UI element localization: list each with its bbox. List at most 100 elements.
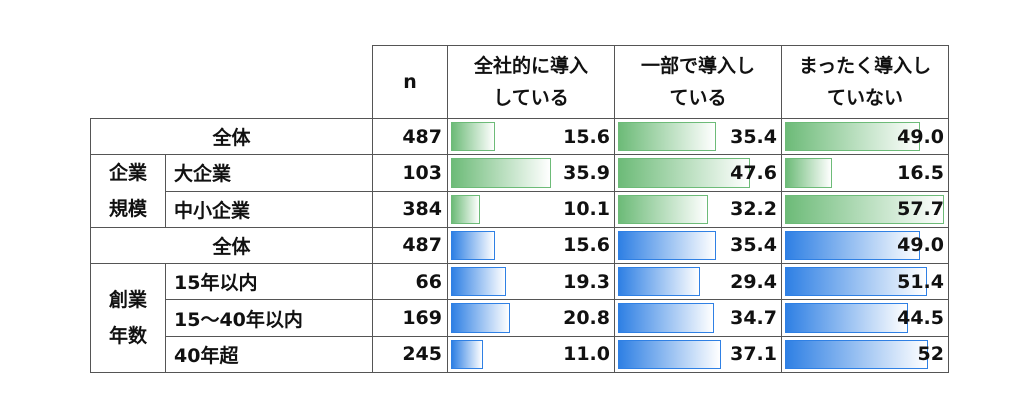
n-cell: 245 xyxy=(372,335,448,373)
value-text: 57.7 xyxy=(897,198,944,221)
value-text: 32.2 xyxy=(730,198,777,221)
data-bar xyxy=(785,194,944,224)
data-bar xyxy=(618,122,717,152)
row-label: 全体 xyxy=(90,118,373,156)
data-bar xyxy=(451,158,551,188)
n-text: 169 xyxy=(402,307,442,330)
header-line: まったく導入し xyxy=(798,55,932,77)
value-text: 29.4 xyxy=(730,270,777,293)
value-text: 19.3 xyxy=(563,270,610,293)
n-text: 103 xyxy=(402,161,442,184)
row-label: 中小企業 xyxy=(165,190,373,228)
data-bar xyxy=(785,303,909,333)
value-text: 35.9 xyxy=(563,161,610,184)
value-cell: 35.4 xyxy=(614,118,782,156)
value-text: 11.0 xyxy=(563,343,610,366)
value-cell: 51.4 xyxy=(781,263,949,301)
row-label-text: 全体 xyxy=(212,235,251,258)
value-cell: 19.3 xyxy=(447,263,615,301)
data-bar xyxy=(451,194,481,224)
value-cell: 15.6 xyxy=(447,118,615,156)
row-label: 15年以内 xyxy=(165,263,373,301)
row-label-text: 全体 xyxy=(212,127,251,150)
value-cell: 11.0 xyxy=(447,335,615,373)
header-line: ていない xyxy=(826,87,903,109)
data-bar xyxy=(785,230,921,261)
n-cell: 487 xyxy=(372,118,448,156)
header-cell: 全社的に導入 している xyxy=(447,45,615,119)
data-bar xyxy=(618,339,721,369)
value-text: 34.7 xyxy=(730,307,777,330)
n-cell: 103 xyxy=(372,154,448,192)
value-cell: 16.5 xyxy=(781,154,949,192)
n-text: 66 xyxy=(415,270,442,293)
value-text: 15.6 xyxy=(563,234,610,257)
row-label: 全体 xyxy=(90,226,373,265)
value-text: 16.5 xyxy=(897,161,944,184)
data-bar xyxy=(451,303,510,333)
header-cell: まったく導入し ていない xyxy=(781,45,949,119)
value-text: 35.4 xyxy=(730,234,777,257)
data-bar xyxy=(618,230,717,261)
value-text: 44.5 xyxy=(897,307,944,330)
value-cell: 32.2 xyxy=(614,190,782,228)
value-cell: 49.0 xyxy=(781,226,949,265)
data-bar xyxy=(451,122,496,152)
n-text: 487 xyxy=(402,125,442,148)
header-line: 全社的に導入 xyxy=(473,55,588,77)
value-text: 37.1 xyxy=(730,343,777,366)
header-cell: n xyxy=(372,45,448,119)
row-label: 15～40年以内 xyxy=(165,299,373,337)
value-cell: 35.4 xyxy=(614,226,782,265)
value-cell: 57.7 xyxy=(781,190,949,228)
data-bar xyxy=(785,267,927,297)
data-bar xyxy=(785,339,929,369)
value-text: 15.6 xyxy=(563,125,610,148)
value-cell: 52 xyxy=(781,335,949,373)
value-cell: 15.6 xyxy=(447,226,615,265)
value-cell: 44.5 xyxy=(781,299,949,337)
value-text: 51.4 xyxy=(897,270,944,293)
data-bar xyxy=(785,122,921,152)
value-text: 20.8 xyxy=(563,307,610,330)
row-label: 大企業 xyxy=(165,154,373,192)
value-cell: 29.4 xyxy=(614,263,782,301)
data-bar xyxy=(785,158,832,188)
header-line: している xyxy=(493,87,569,109)
value-cell: 10.1 xyxy=(447,190,615,228)
value-cell: 20.8 xyxy=(447,299,615,337)
value-cell: 37.1 xyxy=(614,335,782,373)
data-bar xyxy=(451,267,506,297)
header-cell: 一部で導入し ている xyxy=(614,45,782,119)
value-text: 35.4 xyxy=(730,125,777,148)
data-bar xyxy=(451,339,483,369)
n-cell: 169 xyxy=(372,299,448,337)
n-cell: 487 xyxy=(372,226,448,265)
value-text: 52 xyxy=(917,343,944,366)
row-label-text: 15～40年以内 xyxy=(174,308,303,331)
data-bar xyxy=(618,267,700,297)
value-cell: 49.0 xyxy=(781,118,949,156)
group-line: 規模 xyxy=(108,198,147,221)
header-line: ている xyxy=(669,87,727,109)
group-line: 年数 xyxy=(108,325,147,348)
header-line: 一部で導入し xyxy=(640,55,755,77)
group-line: 企業 xyxy=(108,162,147,185)
n-text: 245 xyxy=(402,343,442,366)
n-text: 384 xyxy=(402,198,442,221)
value-text: 49.0 xyxy=(897,234,944,257)
value-cell: 47.6 xyxy=(614,154,782,192)
value-text: 49.0 xyxy=(897,125,944,148)
data-bar xyxy=(618,158,750,188)
n-cell: 384 xyxy=(372,190,448,228)
row-label-text: 40年超 xyxy=(174,344,239,367)
value-text: 10.1 xyxy=(563,198,610,221)
header-text: n xyxy=(403,71,417,93)
data-bar xyxy=(618,303,715,333)
row-label: 40年超 xyxy=(165,335,373,373)
value-cell: 35.9 xyxy=(447,154,615,192)
row-label-text: 15年以内 xyxy=(174,272,258,295)
n-cell: 66 xyxy=(372,263,448,301)
